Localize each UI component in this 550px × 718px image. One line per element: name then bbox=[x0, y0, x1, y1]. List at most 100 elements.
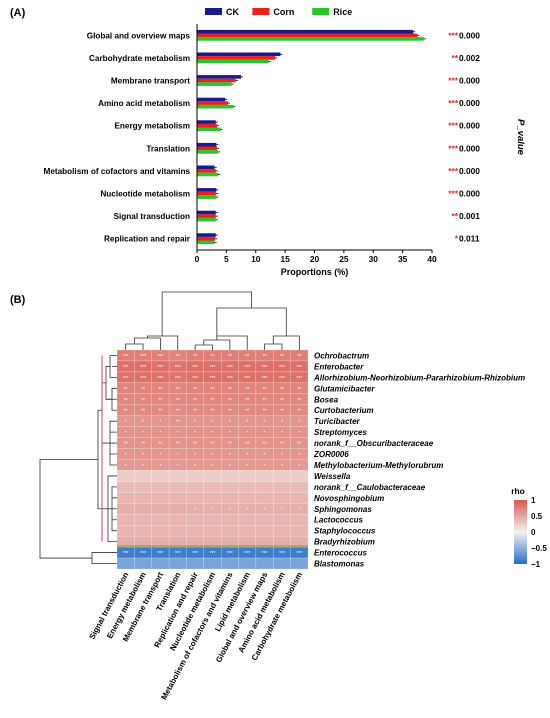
x-tick-label: 25 bbox=[339, 254, 349, 264]
category-label: Signal transduction bbox=[114, 212, 190, 221]
colorbar-tick-label: −1 bbox=[531, 560, 541, 569]
significance-star: *** bbox=[262, 551, 268, 557]
category-label: Membrane transport bbox=[111, 77, 190, 86]
heatmap-cell bbox=[203, 514, 222, 526]
p-value-label: 0.000 bbox=[459, 166, 480, 176]
significance-star: ** bbox=[280, 398, 284, 404]
significance-star: ** bbox=[158, 442, 162, 448]
p-value-label: 0.002 bbox=[459, 53, 480, 63]
heatmap-cell bbox=[151, 557, 170, 570]
legend-label-0: CK bbox=[226, 7, 239, 17]
category-label: Amino acid metabolism bbox=[98, 99, 190, 108]
significance-star: * bbox=[264, 431, 266, 437]
significance-mark: *** bbox=[448, 143, 459, 153]
legend-label-2: Rice bbox=[333, 7, 352, 17]
heatmap-cell bbox=[151, 481, 170, 493]
significance-star: ** bbox=[245, 409, 249, 415]
bar-rice bbox=[197, 240, 215, 245]
significance-star: * bbox=[229, 420, 231, 426]
significance-star: *** bbox=[244, 376, 250, 382]
significance-star: ** bbox=[263, 398, 267, 404]
significance-star: ** bbox=[158, 387, 162, 393]
bar-rice bbox=[197, 37, 424, 41]
category-label: Translation bbox=[146, 144, 190, 153]
heatmap-cell bbox=[273, 470, 291, 482]
significance-star: * bbox=[298, 463, 300, 469]
row-label: Sphingomonas bbox=[314, 505, 372, 514]
bar-ck bbox=[197, 75, 242, 79]
row-label: Glutamicibacter bbox=[314, 384, 375, 393]
significance-star: ** bbox=[211, 354, 215, 360]
significance-star: ** bbox=[297, 442, 301, 448]
significance-star: * bbox=[298, 507, 300, 513]
heatmap-cell bbox=[290, 557, 309, 570]
row-label: Bradyrhizobium bbox=[314, 538, 375, 547]
significance-star: * bbox=[159, 463, 161, 469]
p-value-label: 0.000 bbox=[459, 121, 480, 131]
heatmap-cell bbox=[238, 514, 257, 526]
row-dendrogram-branch bbox=[39, 459, 98, 559]
significance-star: ** bbox=[228, 398, 232, 404]
significance-star: ** bbox=[141, 387, 145, 393]
significance-star: * bbox=[229, 507, 231, 513]
significance-star: * bbox=[212, 420, 214, 426]
significance-star: * bbox=[246, 431, 248, 437]
significance-star: * bbox=[142, 420, 144, 426]
heatmap-cell bbox=[290, 525, 309, 537]
significance-star: * bbox=[159, 453, 161, 459]
heatmap-cell bbox=[203, 481, 222, 493]
significance-star: * bbox=[298, 420, 300, 426]
x-tick-label: 30 bbox=[369, 254, 379, 264]
heatmap-cell bbox=[134, 557, 152, 570]
significance-star: * bbox=[142, 453, 144, 459]
significance-star: ** bbox=[280, 409, 284, 415]
significance-mark: *** bbox=[448, 76, 459, 86]
significance-star: * bbox=[229, 453, 231, 459]
heatmap-cell bbox=[273, 481, 291, 493]
significance-star: * bbox=[246, 420, 248, 426]
heatmap-cell bbox=[273, 525, 291, 537]
row-label: Bosea bbox=[314, 395, 339, 404]
bar-corn bbox=[197, 146, 217, 151]
heatmap-cell bbox=[238, 525, 257, 537]
colorbar-tick-label: −0.5 bbox=[531, 544, 547, 553]
significance-star: ** bbox=[245, 442, 249, 448]
significance-star: ** bbox=[297, 387, 301, 393]
row-label: ZOR0006 bbox=[313, 450, 349, 459]
category-label: Global and overview maps bbox=[87, 31, 191, 40]
heatmap-cell bbox=[116, 492, 135, 504]
column-dendrogram-branch bbox=[161, 291, 252, 336]
row-dendrogram-branch bbox=[91, 552, 117, 564]
significance-mark: *** bbox=[448, 30, 459, 40]
significance-star: * bbox=[194, 420, 196, 426]
significance-star: *** bbox=[192, 551, 198, 557]
heatmap-cell bbox=[168, 481, 187, 493]
heatmap-cell bbox=[220, 481, 239, 493]
p-value-axis-title: P_value bbox=[515, 119, 526, 156]
significance-star: ** bbox=[263, 354, 267, 360]
row-label: Curtobacterium bbox=[314, 406, 374, 415]
significance-star: ** bbox=[176, 354, 180, 360]
significance-star: ** bbox=[193, 398, 197, 404]
significance-star: * bbox=[281, 453, 283, 459]
bar-ck bbox=[197, 142, 217, 147]
significance-star: ** bbox=[245, 387, 249, 393]
row-dendrogram-branch bbox=[105, 366, 117, 400]
significance-star: ** bbox=[124, 409, 128, 415]
significance-star: ** bbox=[211, 409, 215, 415]
x-axis-title: Proportions (%) bbox=[281, 267, 349, 277]
bar-corn bbox=[197, 33, 418, 38]
significance-star: ** bbox=[211, 387, 215, 393]
significance-star: *** bbox=[210, 551, 216, 557]
column-dendrogram-branch bbox=[216, 335, 248, 350]
significance-star: *** bbox=[175, 551, 181, 557]
significance-star: * bbox=[125, 431, 127, 437]
bar-rice bbox=[197, 104, 234, 109]
significance-star: ** bbox=[193, 354, 197, 360]
significance-star: ** bbox=[263, 409, 267, 415]
significance-star: *** bbox=[227, 551, 233, 557]
category-label: Replication and repair bbox=[104, 235, 191, 244]
heatmap-cell bbox=[134, 525, 152, 537]
significance-star: ** bbox=[158, 398, 162, 404]
heatmap-cell bbox=[273, 514, 291, 526]
